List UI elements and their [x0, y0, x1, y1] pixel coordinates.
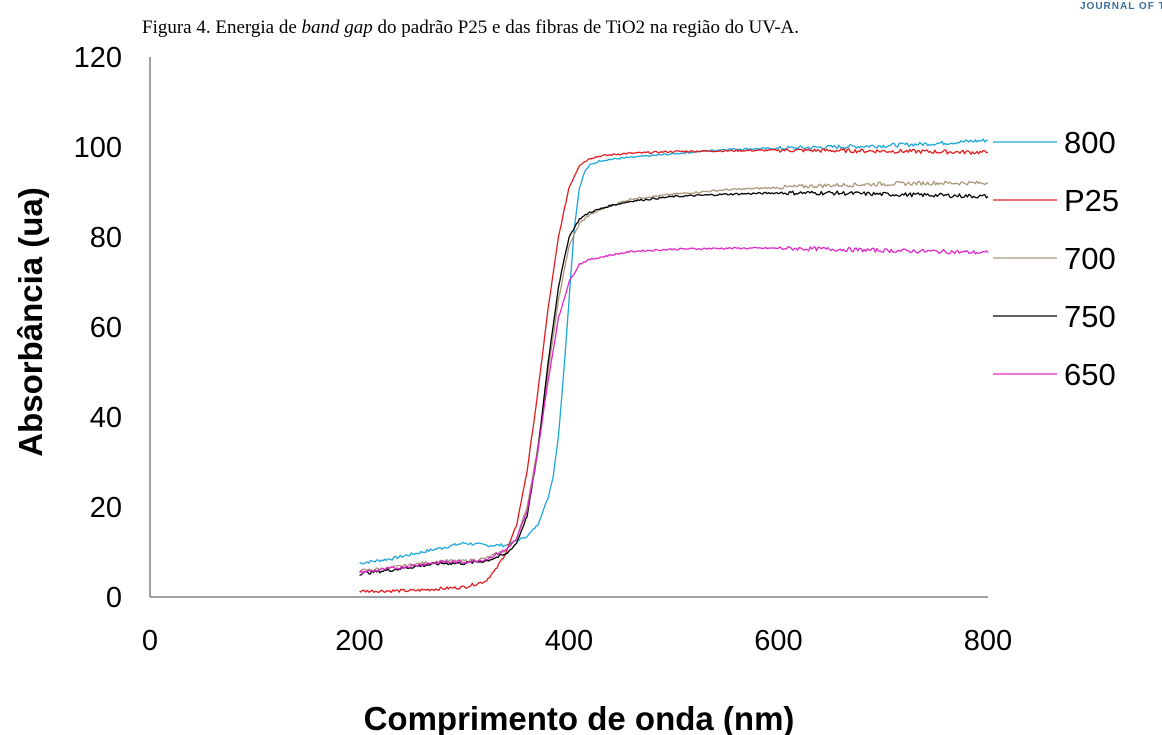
- x-axis-title: Comprimento de onda (nm): [364, 700, 795, 735]
- y-tick-label: 100: [74, 132, 122, 164]
- y-tick-label: 80: [90, 222, 122, 254]
- y-tick-label: 40: [90, 402, 122, 434]
- series-line-700: [359, 180, 989, 573]
- caption-italic: band gap: [302, 17, 373, 38]
- journal-header-mark: JOURNAL OF T: [1080, 1, 1162, 12]
- plot-area: 0 200 400 600 800 0 20 40 60 80 100 120: [74, 42, 1013, 657]
- series-line-P25: [359, 148, 989, 594]
- y-tick-label: 20: [90, 492, 122, 524]
- x-tick-label: 600: [754, 625, 802, 657]
- series-line-750: [359, 190, 989, 576]
- y-tick-labels: 0 20 40 60 80 100 120: [74, 42, 122, 614]
- series-layer: [359, 138, 989, 594]
- caption-prefix: Figura 4. Energia de: [142, 17, 302, 38]
- x-tick-labels: 0 200 400 600 800: [142, 625, 1012, 657]
- y-tick-label: 0: [106, 582, 122, 614]
- y-tick-label: 60: [90, 312, 122, 344]
- legend-label-700: 700: [1064, 241, 1116, 276]
- legend-label-P25: P25: [1064, 183, 1119, 218]
- series-line-800: [359, 138, 989, 565]
- legend-label-650: 650: [1064, 357, 1116, 392]
- legend-label-800: 800: [1064, 125, 1116, 160]
- legend: 800 P25 700 750 650: [993, 125, 1119, 392]
- legend-label-750: 750: [1064, 299, 1116, 334]
- y-tick-label: 120: [74, 42, 122, 74]
- caption-suffix: do padrão P25 e das fibras de TiO2 na re…: [373, 17, 799, 38]
- series-line-650: [359, 245, 989, 574]
- x-tick-label: 800: [964, 625, 1012, 657]
- x-tick-label: 0: [142, 625, 158, 657]
- x-tick-label: 200: [335, 625, 383, 657]
- figure-caption: Figura 4. Energia de band gap do padrão …: [142, 17, 799, 38]
- y-axis-title: Absorbância (ua): [12, 187, 49, 457]
- x-tick-label: 400: [545, 625, 593, 657]
